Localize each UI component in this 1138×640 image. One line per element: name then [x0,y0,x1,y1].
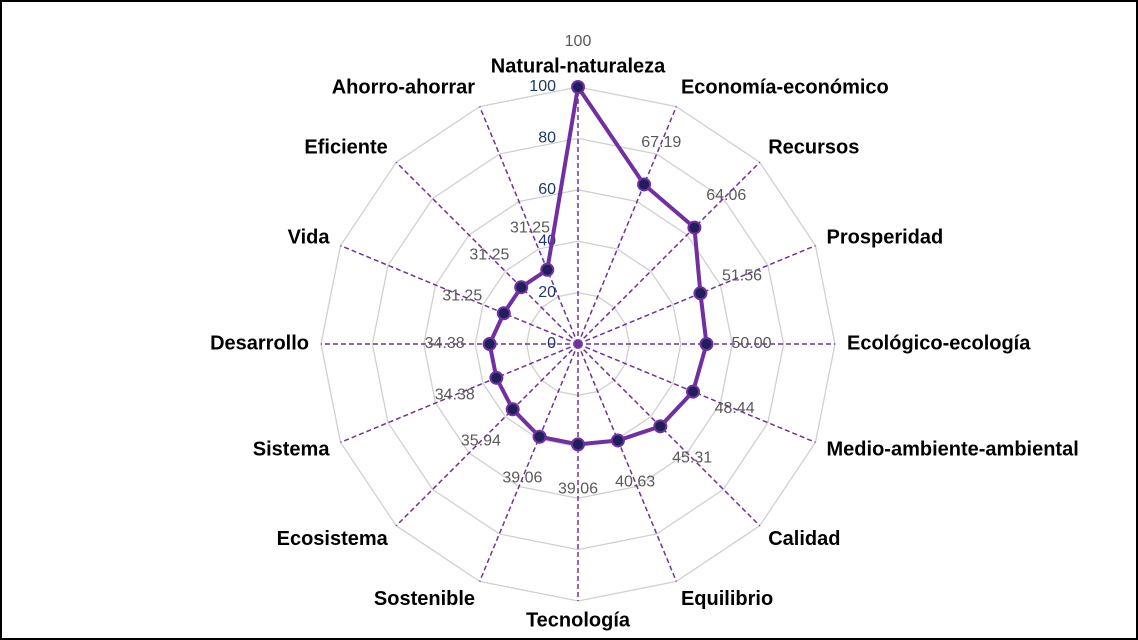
category-label: Calidad [768,528,840,550]
data-label: 67.19 [641,134,681,151]
marker [571,437,585,452]
r-tick-label: 20 [538,284,556,301]
marker [637,177,652,192]
marker [693,286,708,301]
category-label: Ecosistema [277,528,389,550]
data-label: 35.94 [461,432,501,449]
marker [610,433,625,448]
data-label: 39.06 [558,481,598,498]
category-label: Desarrollo [210,332,309,354]
r-tick-label: 60 [538,181,556,198]
category-label: Ecológico-ecología [847,332,1031,354]
spoke [577,343,761,527]
category-label: Sistema [253,438,331,460]
data-label: 31.25 [469,247,509,264]
data-label: 31.25 [442,287,482,304]
marker [653,419,668,434]
data-label: 39.06 [502,470,542,487]
category-label: Recursos [768,136,859,158]
category-label: Ahorro-ahorrar [332,76,476,98]
marker [687,220,702,235]
marker [532,429,547,444]
data-label: 64.06 [706,187,746,204]
category-label: Prosperidad [827,226,944,248]
marker [699,337,714,351]
category-label: Medio-ambiente-ambiental [827,438,1079,460]
spoke [395,161,579,345]
category-label: Equilibrio [681,588,773,610]
category-label: Eficiente [304,136,387,158]
spoke [478,106,579,345]
spoke [577,161,761,345]
data-label: 34.38 [425,335,465,352]
data-label: 31.25 [510,219,550,236]
r-tick-label: 0 [547,335,556,352]
marker [505,402,520,417]
marker [571,80,585,94]
spoke [340,244,579,345]
data-label: 45.31 [672,449,712,466]
spoke [395,343,579,527]
spoke [340,343,579,444]
category-label: Tecnología [526,609,631,631]
grid-ring [371,137,785,551]
data-label: 34.38 [435,386,475,403]
r-tick-label: 80 [538,130,556,147]
spoke [577,343,678,582]
marker [489,370,504,385]
marker [514,280,529,295]
marker [482,337,497,351]
marker [496,306,511,321]
category-label: Vida [288,226,331,248]
category-label: Natural-naturaleza [491,55,666,77]
spoke [478,343,579,582]
data-label: 100 [565,33,592,50]
marker [686,384,701,399]
data-label: 40.63 [615,473,655,490]
category-label: Sostenible [374,588,475,610]
spoke [577,106,678,345]
data-label: 51.56 [722,267,762,284]
marker [540,262,555,277]
r-tick-label: 100 [529,78,556,95]
category-label: Economía-económico [681,76,889,98]
data-label: 48.44 [715,400,755,417]
data-label: 50.00 [731,335,771,352]
